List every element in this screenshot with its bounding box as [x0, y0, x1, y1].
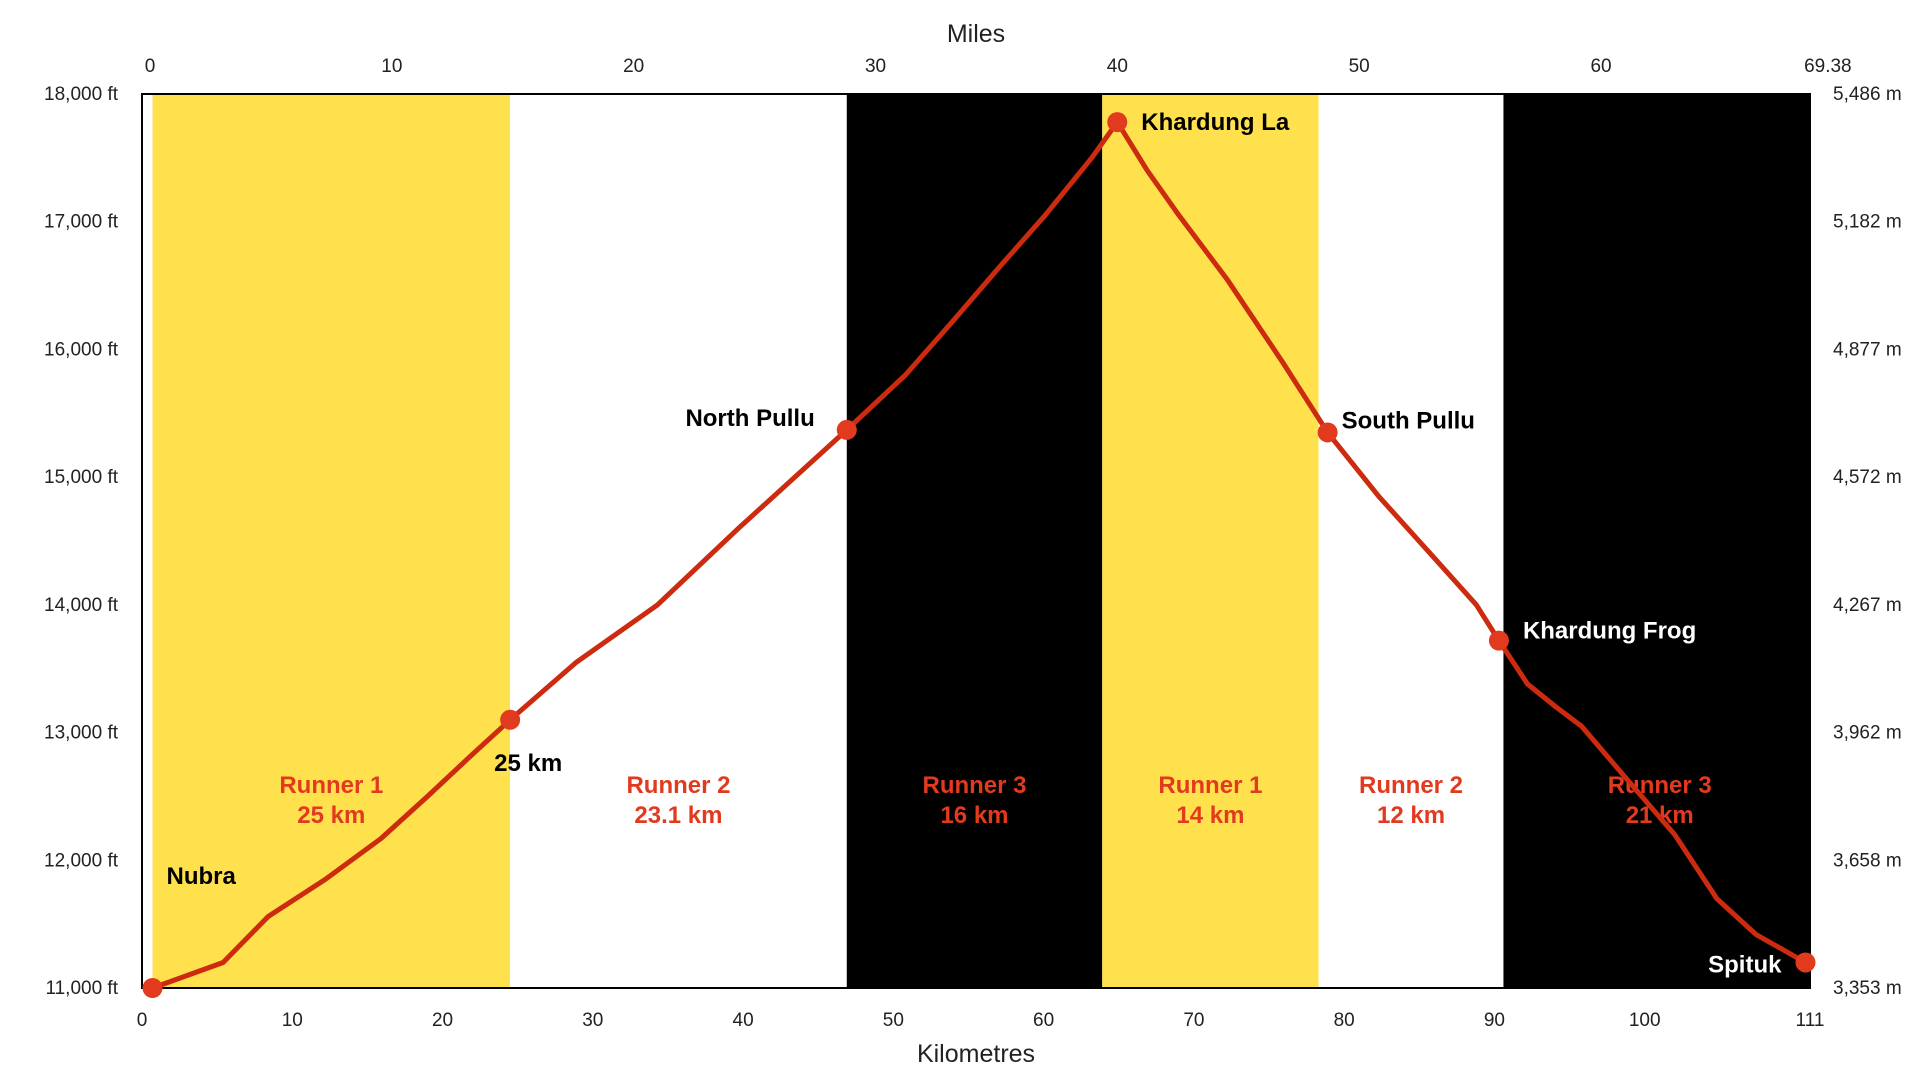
y-tick-label-m: 4,267 m [1833, 595, 1902, 616]
runner-distance-label: 25 km [297, 802, 365, 829]
top-axis-title: Miles [947, 20, 1005, 48]
x-tick-label-miles: 0 [145, 56, 156, 77]
y-tick-label-ft: 18,000 ft [44, 84, 119, 105]
waypoint-marker [1107, 112, 1128, 133]
waypoint-label: Khardung La [1141, 109, 1290, 136]
y-tick-label-m: 3,353 m [1833, 978, 1902, 999]
waypoint-label: 25 km [494, 750, 562, 777]
x-tick-label-miles: 60 [1590, 56, 1611, 77]
runner-labels: Runner 1 25 km Runner 2 23.1 km Runner 3 16 k… [279, 772, 1711, 829]
y-tick-label-ft: 12,000 ft [44, 850, 119, 871]
runner-distance-label: 16 km [940, 802, 1008, 829]
waypoint-marker [1488, 630, 1509, 651]
runner-distance-label: 23.1 km [634, 802, 722, 829]
x-tick-label-miles: 69.38 [1804, 56, 1852, 77]
x-tick-label-km: 30 [582, 1010, 603, 1031]
runner-distance-label: 12 km [1377, 802, 1445, 829]
waypoint-label: South Pullu [1342, 407, 1475, 434]
runner-name-label: Runner 2 [626, 772, 730, 799]
x-tick-label-km: 40 [733, 1010, 754, 1031]
y-tick-label-m: 4,572 m [1833, 467, 1902, 488]
x-tick-label-km: 50 [883, 1010, 904, 1031]
waypoint-marker [142, 978, 163, 998]
x-tick-label-miles: 30 [865, 56, 886, 77]
x-axis-km-ticks: 0 10 20 30 40 50 60 70 80 90 100 111 [137, 1010, 1825, 1031]
x-tick-label-km: 10 [282, 1010, 303, 1031]
y-tick-label-ft: 16,000 ft [44, 339, 119, 360]
waypoint-marker [836, 419, 857, 440]
waypoint-markers [142, 112, 1816, 998]
runner-name-label: Runner 1 [279, 772, 383, 799]
x-tick-label-km: 20 [432, 1010, 453, 1031]
x-tick-label-miles: 50 [1349, 56, 1370, 77]
x-tick-label-km: 111 [1796, 1010, 1825, 1031]
y-tick-label-m: 3,962 m [1833, 723, 1902, 744]
runner-band [846, 94, 1103, 988]
plot-frame [141, 93, 1811, 989]
x-tick-label-miles: 40 [1107, 56, 1128, 77]
runner-distance-label: 14 km [1176, 802, 1244, 829]
runner-name-label: Runner 3 [922, 772, 1026, 799]
waypoint-label: North Pullu [685, 405, 814, 432]
x-axis-title: Kilometres [917, 1040, 1035, 1068]
y-tick-label-ft: 14,000 ft [44, 595, 119, 616]
y-tick-label-m: 5,182 m [1833, 212, 1902, 233]
y-tick-label-ft: 17,000 ft [44, 212, 119, 233]
runner-name-label: Runner 2 [1359, 772, 1463, 799]
x-tick-label-km: 80 [1334, 1010, 1355, 1031]
runner-band [152, 94, 511, 988]
waypoint-marker [500, 709, 521, 730]
waypoint-label: Spituk [1708, 951, 1782, 978]
x-tick-label-km: 0 [137, 1010, 148, 1031]
x-tick-label-km: 90 [1484, 1010, 1505, 1031]
waypoint-label: Nubra [167, 863, 237, 890]
x-tick-label-km: 60 [1033, 1010, 1054, 1031]
waypoint-labels: Nubra 25 km North Pullu Khardung La South Pu… [167, 109, 1783, 978]
waypoint-label: Khardung Frog [1523, 618, 1696, 645]
waypoint-marker [1795, 952, 1816, 973]
y-axis-metres-ticks: 3,353 m 3,658 m 3,962 m 4,267 m 4,572 m 4,877… [1833, 84, 1902, 999]
x-tick-label-km: 100 [1629, 1010, 1661, 1031]
y-tick-label-m: 3,658 m [1833, 850, 1902, 871]
y-tick-label-ft: 11,000 ft [45, 978, 118, 999]
runner-bands [152, 94, 1810, 988]
runner-band [510, 94, 847, 988]
y-tick-label-ft: 13,000 ft [44, 723, 119, 744]
x-tick-label-miles: 20 [623, 56, 644, 77]
runner-band [1503, 94, 1810, 988]
y-tick-label-m: 4,877 m [1833, 339, 1902, 360]
x-tick-label-miles: 10 [381, 56, 402, 77]
x-axis-miles-ticks: 0 10 20 30 40 50 60 69.38 [145, 56, 1852, 77]
y-tick-label-m: 5,486 m [1833, 84, 1902, 105]
y-tick-label-ft: 15,000 ft [44, 467, 119, 488]
runner-band [1318, 94, 1504, 988]
waypoint-marker [1317, 422, 1338, 443]
runner-band [1102, 94, 1319, 988]
y-axis-feet-ticks: 11,000 ft 12,000 ft 13,000 ft 14,000 ft 15,0… [44, 84, 119, 999]
runner-name-label: Runner 1 [1158, 772, 1262, 799]
x-tick-label-km: 70 [1183, 1010, 1204, 1031]
